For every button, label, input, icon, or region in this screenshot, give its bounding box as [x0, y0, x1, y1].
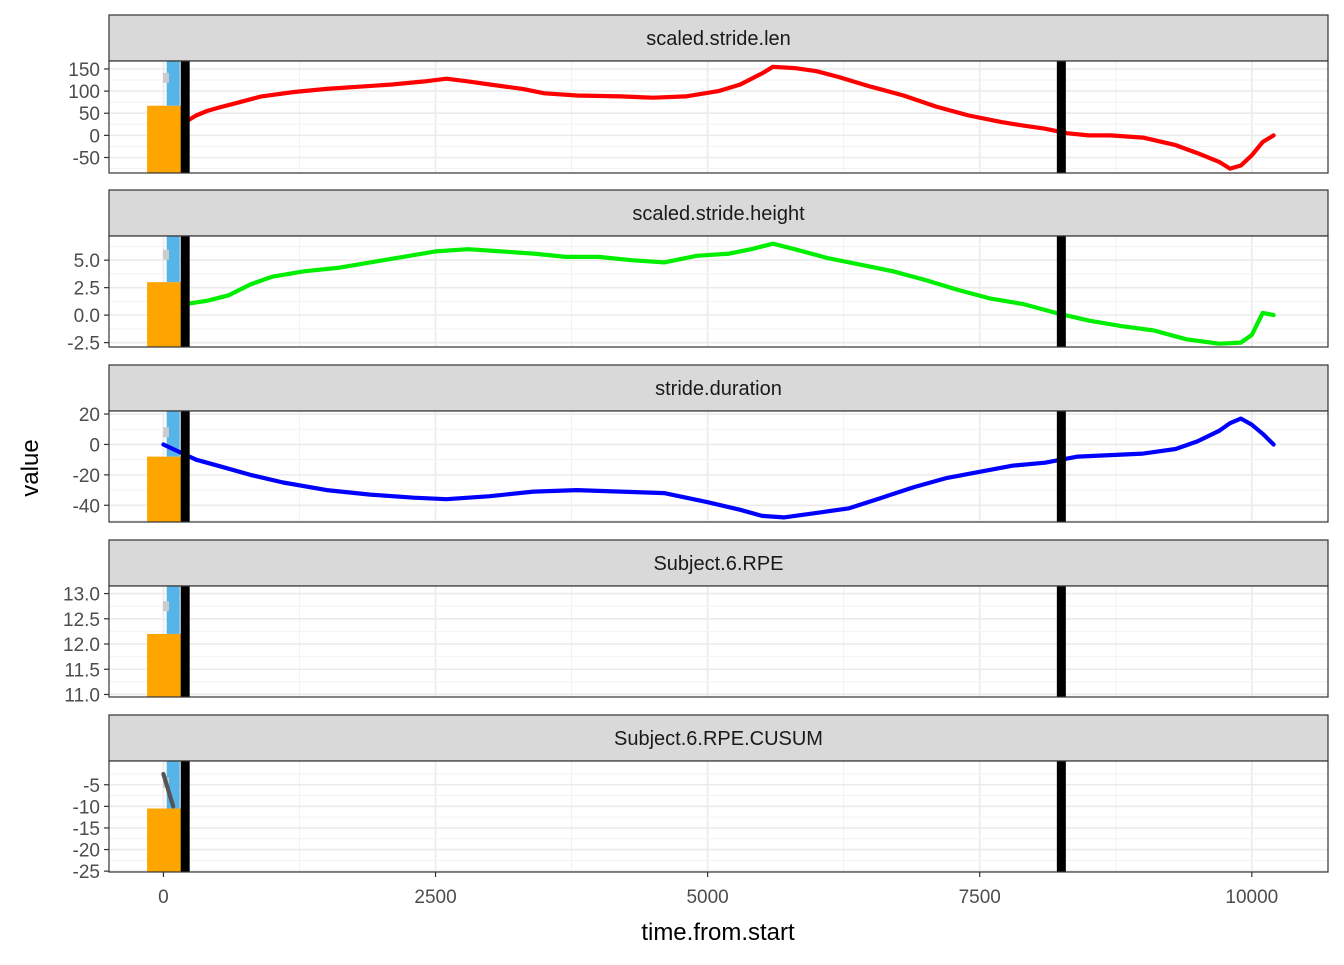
- facet-strip: [108, 14, 1329, 62]
- y-tick-label: 0: [89, 126, 100, 147]
- x-tick-label: 7500: [959, 887, 1001, 908]
- blue-band: [166, 586, 180, 634]
- y-axis-title: value: [17, 439, 44, 496]
- facet-2: stride.duration 20 0 -20 -40: [73, 364, 1329, 523]
- facet-1: scaled.stride.height 5.0 2.5 0.0 -2.5: [67, 189, 1329, 355]
- panel-border: [108, 410, 1329, 523]
- y-tick-label: 13.0: [63, 585, 100, 606]
- y-tick-label: 0: [89, 435, 100, 456]
- y-tick-label: 50: [79, 104, 100, 125]
- y-tick-label: -2.5: [67, 334, 100, 355]
- y-tick-label: 12.0: [63, 635, 100, 656]
- y-tick-label: 2.5: [74, 279, 100, 300]
- panel-background: [109, 761, 1328, 872]
- y-tick-label: 11.0: [64, 685, 100, 706]
- orange-bar: [147, 105, 182, 173]
- y-tick-label: -5: [83, 776, 100, 797]
- y-tick-label: -25: [73, 862, 100, 883]
- series-line: [183, 241, 1276, 346]
- blue-band: [166, 411, 180, 457]
- series-line: [161, 771, 176, 809]
- facet-title: scaled.stride.height: [632, 203, 805, 225]
- panel-background: [109, 61, 1328, 173]
- y-tick-label: -40: [73, 496, 100, 517]
- facet-3: Subject.6.RPE 13.0 12.5 12.0 11.5 11.0: [63, 539, 1329, 706]
- grey-marker: [162, 601, 169, 612]
- facet-title: Subject.6.RPE: [653, 553, 783, 575]
- facet-title: stride.duration: [655, 378, 782, 400]
- orange-bar: [147, 633, 182, 697]
- y-tick-label: 12.5: [63, 610, 100, 631]
- panel-background: [109, 586, 1328, 697]
- y-tick-label: -20: [73, 466, 100, 487]
- grey-marker: [162, 249, 169, 260]
- y-tick-label: 20: [79, 405, 100, 426]
- x-tick-label: 2500: [414, 887, 456, 908]
- y-tick-label: 11.5: [64, 660, 100, 681]
- x-tick-label: 0: [158, 887, 169, 908]
- y-tick-label: -10: [73, 797, 100, 818]
- x-tick-label: 5000: [686, 887, 728, 908]
- grey-marker: [162, 427, 169, 438]
- orange-bar: [147, 456, 182, 522]
- orange-bar: [147, 282, 182, 347]
- facet-strip: [108, 189, 1329, 237]
- y-tick-label: 100: [68, 82, 100, 103]
- facet-strip: [108, 539, 1329, 587]
- blue-band: [166, 236, 180, 283]
- y-tick-label: -50: [73, 149, 100, 170]
- x-tick-label: 10000: [1225, 887, 1278, 908]
- facet-title: scaled.stride.len: [646, 28, 791, 50]
- y-tick-label: 0.0: [74, 306, 100, 327]
- panel-border: [108, 760, 1329, 873]
- facets-layer: scaled.stride.len150100500-50scaled.stri…: [63, 14, 1329, 883]
- blue-band: [166, 61, 180, 106]
- grey-marker: [162, 72, 169, 83]
- y-tick-label: -20: [73, 841, 100, 862]
- facet-strip: [108, 364, 1329, 412]
- series-line: [161, 416, 1276, 520]
- facet-title: Subject.6.RPE.CUSUM: [614, 728, 823, 750]
- panel-border: [108, 235, 1329, 348]
- x-axis-title: time.from.start: [641, 919, 795, 946]
- panel-border: [108, 585, 1329, 698]
- y-tick-label: -15: [73, 819, 100, 840]
- y-tick-label: 150: [68, 60, 100, 81]
- y-tick-label: 5.0: [74, 251, 100, 272]
- series-line: [183, 64, 1276, 171]
- orange-bar: [147, 808, 182, 872]
- facet-4: Subject.6.RPE.CUSUM -5-10-15-20-25: [73, 714, 1329, 883]
- panel-border: [108, 60, 1329, 174]
- x-axis: 0 2500 5000 7500 10000: [158, 872, 1278, 908]
